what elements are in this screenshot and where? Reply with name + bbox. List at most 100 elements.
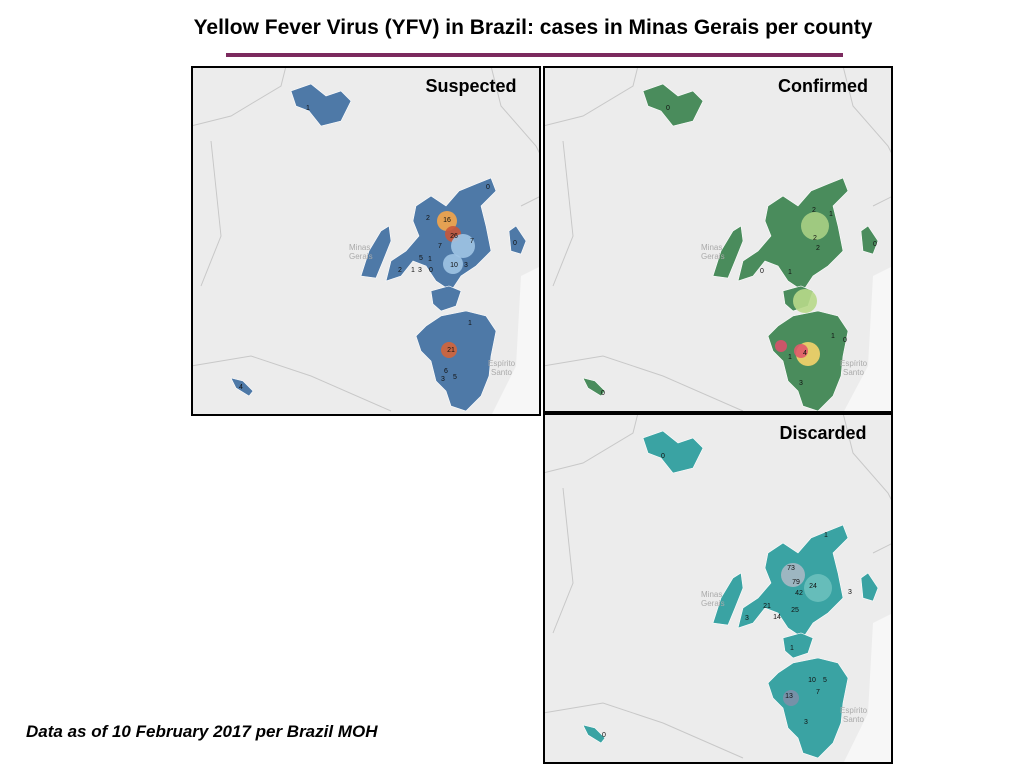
county-label: 1	[788, 354, 792, 361]
county-label: 3	[418, 267, 422, 274]
region-label: Santo	[843, 715, 864, 724]
county-label: 5	[419, 255, 423, 262]
county-area	[508, 225, 527, 255]
county-highlight	[781, 563, 805, 587]
county-highlight	[794, 344, 808, 358]
region-label: Santo	[491, 368, 512, 377]
county-label: 2	[812, 207, 816, 214]
region-label: Minas	[701, 590, 722, 599]
county-area	[415, 310, 497, 412]
county-label: 10	[450, 262, 458, 269]
region-label: Espírito	[840, 359, 868, 368]
county-highlight	[451, 234, 475, 258]
county-label: 1	[824, 532, 828, 539]
county-area	[582, 377, 606, 397]
panel-title: Confirmed	[778, 76, 868, 96]
county-label: 0	[513, 240, 517, 247]
state-border	[543, 413, 893, 759]
county-label: 5	[453, 374, 457, 381]
region-label: Minas	[349, 243, 370, 252]
county-label: 1	[468, 320, 472, 327]
county-label: 73	[787, 565, 795, 572]
county-label: 79	[792, 579, 800, 586]
county-area	[385, 177, 497, 292]
county-label: 5	[823, 677, 827, 684]
county-label: 4	[803, 350, 807, 357]
county-label: 0	[602, 732, 606, 739]
county-label: 0	[661, 453, 665, 460]
map-panel: MinasGeraisEspíritoSanto0173792442212533…	[543, 413, 893, 764]
region-label: Gerais	[349, 252, 373, 261]
county-label: 13	[785, 693, 793, 700]
county-area	[860, 225, 879, 255]
county-label: 10	[808, 677, 816, 684]
county-label: 0	[760, 268, 764, 275]
county-label: 21	[447, 347, 455, 354]
state-border	[191, 66, 541, 412]
county-area	[782, 632, 814, 659]
county-label: 1	[829, 211, 833, 218]
county-label: 3	[804, 719, 808, 726]
county-label: 3	[848, 589, 852, 596]
county-highlight	[441, 342, 457, 358]
county-label: 1	[831, 333, 835, 340]
county-area	[360, 225, 392, 279]
county-label: 1	[306, 105, 310, 112]
county-area	[290, 83, 352, 127]
ocean	[843, 613, 893, 764]
ocean	[843, 266, 893, 413]
county-label: 16	[443, 217, 451, 224]
county-label: 26	[450, 233, 458, 240]
county-highlight	[804, 574, 832, 602]
county-label: 0	[873, 241, 877, 248]
panel-frame	[543, 413, 893, 764]
panel-frame	[543, 66, 893, 413]
footnote: Data as of 10 February 2017 per Brazil M…	[26, 722, 378, 741]
county-label: 1	[428, 256, 432, 263]
county-label: 3	[799, 380, 803, 387]
county-highlight	[443, 254, 463, 274]
county-area	[642, 83, 704, 127]
panel-title: Discarded	[779, 423, 866, 443]
county-label: 3	[464, 262, 468, 269]
county-area	[230, 377, 254, 397]
county-label: 1	[788, 269, 792, 276]
county-label: 0	[666, 105, 670, 112]
county-label: 7	[470, 238, 474, 245]
county-label: 2	[813, 235, 817, 242]
county-highlight	[801, 212, 829, 240]
county-label: 42	[795, 590, 803, 597]
county-label: 7	[438, 243, 442, 250]
county-label: 0	[429, 267, 433, 274]
county-label: 2	[816, 245, 820, 252]
county-area	[712, 572, 744, 626]
county-label: 7	[816, 689, 820, 696]
county-label: 3	[745, 615, 749, 622]
county-label: 3	[441, 376, 445, 383]
county-highlight	[437, 211, 457, 231]
region-label: Santo	[843, 368, 864, 377]
county-label: 0	[601, 390, 605, 397]
panel-title: Suspected	[425, 76, 516, 96]
region-label: Espírito	[488, 359, 516, 368]
state-border	[543, 66, 893, 412]
slide-title: Yellow Fever Virus (YFV) in Brazil: case…	[193, 16, 873, 39]
region-label: Gerais	[701, 252, 725, 261]
county-label: 21	[763, 603, 771, 610]
county-area	[737, 177, 849, 292]
county-label: 6	[444, 368, 448, 375]
county-area	[430, 285, 462, 312]
county-label: 1	[790, 645, 794, 652]
county-label: 2	[426, 215, 430, 222]
region-label: Espírito	[840, 706, 868, 715]
panel-frame	[191, 66, 541, 416]
county-label: 25	[791, 607, 799, 614]
county-area	[642, 430, 704, 474]
county-label: 24	[809, 583, 817, 590]
county-highlight	[775, 340, 787, 352]
county-label: 2	[398, 267, 402, 274]
ocean	[491, 266, 541, 416]
